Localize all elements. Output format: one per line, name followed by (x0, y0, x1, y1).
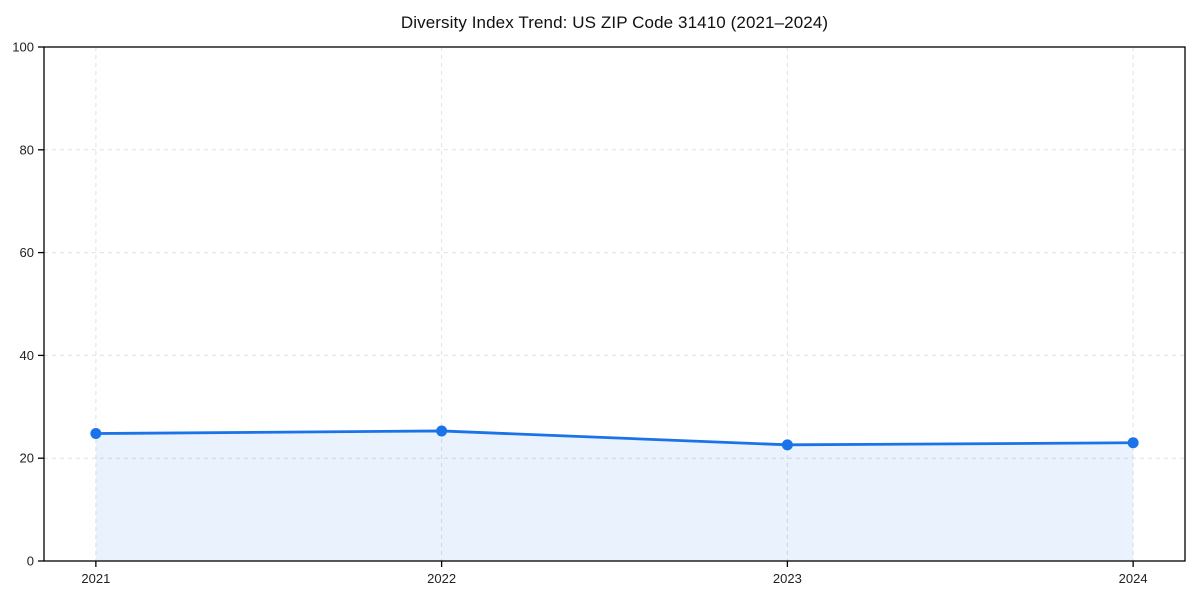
chart-title: Diversity Index Trend: US ZIP Code 31410… (400, 13, 829, 32)
y-axis-tick-label: 100 (12, 40, 34, 55)
x-axis-tick-label: 2024 (1119, 571, 1148, 586)
data-point-marker (90, 428, 102, 440)
data-point-marker (436, 425, 448, 437)
x-axis-tick-label: 2022 (427, 571, 456, 586)
y-axis-tick-label: 60 (20, 245, 34, 260)
y-axis-tick-label: 80 (20, 142, 34, 157)
y-axis-tick-label: 40 (20, 348, 34, 363)
y-axis-tick-label: 0 (27, 554, 34, 569)
x-axis-tick-label: 2021 (81, 571, 110, 586)
x-axis-tick-label: 2023 (773, 571, 802, 586)
plot-border (43, 46, 1186, 562)
area-fill (95, 430, 1134, 561)
data-line (94, 429, 1135, 447)
y-axis-tick-label: 20 (20, 451, 34, 466)
data-point-marker (781, 439, 793, 451)
data-point-marker (1127, 437, 1139, 449)
